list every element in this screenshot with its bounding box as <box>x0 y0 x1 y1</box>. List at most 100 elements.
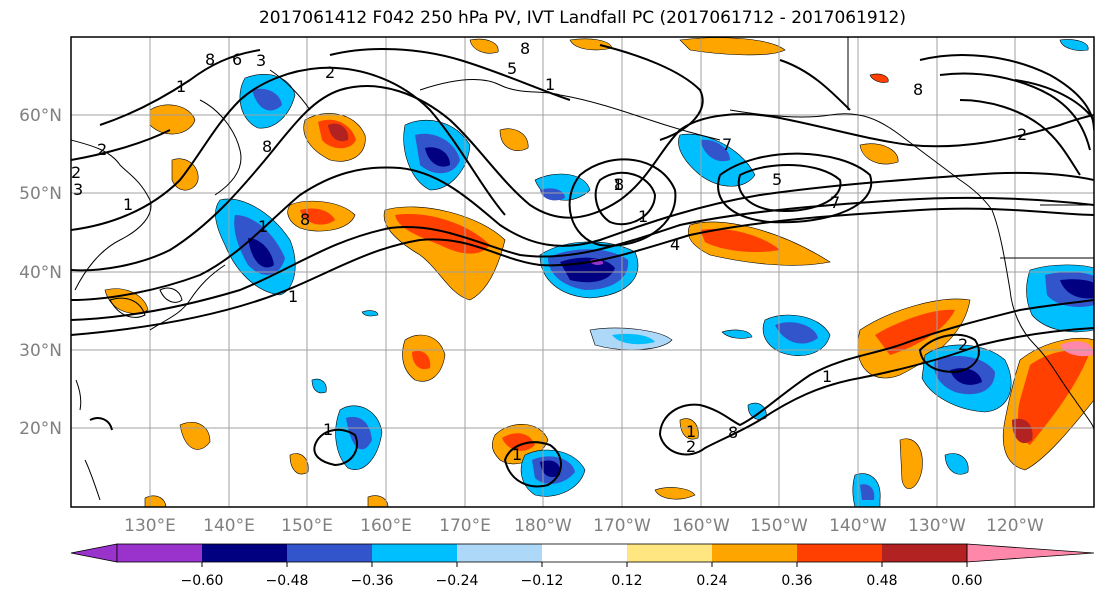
anomaly-neg <box>700 139 730 162</box>
colorbar-segment <box>542 544 627 562</box>
contour-label: 7 <box>722 135 732 154</box>
anomaly-neg <box>612 333 655 345</box>
contour-label: 5 <box>507 59 517 78</box>
anomaly-neg <box>721 329 753 339</box>
lon-label: 140°W <box>829 516 887 536</box>
anomaly-neg <box>1060 279 1094 299</box>
contour-label: 6 <box>232 50 242 69</box>
colorbar-segment <box>117 544 202 562</box>
map-area: 1 2 8 6 1 2 3 1 8 1 8 5 1 8 2 3 2 8 5 7 … <box>71 37 1094 507</box>
anomaly-neg <box>361 310 379 317</box>
colorbar-tick-label: 0.12 <box>611 573 642 589</box>
anomaly-pos <box>502 433 535 451</box>
colorbar-segment <box>882 544 967 562</box>
anomaly-pos <box>1012 418 1033 444</box>
colorbar-segment <box>797 544 882 562</box>
colorbar-tick-label: 0.60 <box>951 573 982 589</box>
anomaly-pos <box>328 123 349 142</box>
longitude-labels: 130°E 140°E 150°E 160°E 170°E 180°W 170°… <box>124 516 1044 536</box>
anomaly-pos <box>412 350 431 370</box>
latitude-labels: 20°N 30°N 40°N 50°N 60°N <box>19 106 62 439</box>
contour-label: 1 <box>123 195 133 214</box>
colorbar-segment <box>627 544 712 562</box>
anomaly-neg <box>425 147 450 167</box>
anomaly-pos <box>654 487 696 500</box>
lat-label: 20°N <box>19 419 62 439</box>
colorbar-tick-label: 0.24 <box>696 573 727 589</box>
anomaly-neg <box>775 322 818 344</box>
anomaly-pos <box>499 128 529 151</box>
colorbar-extend-low <box>70 543 118 563</box>
colorbar-segment <box>457 544 542 562</box>
lon-label: 180°W <box>514 516 572 536</box>
contour-label: 1 <box>545 75 555 94</box>
anomaly-neg <box>944 453 969 475</box>
colorbar-tick-label: −0.36 <box>351 573 394 589</box>
graticule <box>71 37 1094 507</box>
lon-label: 170°E <box>439 516 491 536</box>
contour-label: 2 <box>71 163 81 182</box>
colorbar-extend-high <box>966 543 1095 563</box>
anomaly-neg <box>540 460 561 478</box>
lon-label: 130°W <box>908 516 966 536</box>
contour-label: 1 <box>258 217 268 236</box>
pv-shading <box>104 37 1094 507</box>
lon-label: 160°W <box>672 516 730 536</box>
contour-label: 8 <box>520 39 530 58</box>
contour-label: 8 <box>913 80 923 99</box>
lon-label: 150°W <box>750 516 808 536</box>
anomaly-pos <box>859 143 899 165</box>
lat-label: 40°N <box>19 263 62 283</box>
contour-label: 8 <box>614 175 624 194</box>
contour-label: 1 <box>613 175 623 194</box>
anomaly-pos <box>149 104 196 135</box>
contour-label: 5 <box>772 170 782 189</box>
anomaly-pos <box>875 309 955 355</box>
anomaly-neg <box>747 402 767 420</box>
colorbar-segment <box>202 544 287 562</box>
anomaly-neg <box>252 88 282 111</box>
lon-label: 140°E <box>203 516 255 536</box>
anomaly-neg <box>346 416 372 450</box>
lat-label: 30°N <box>19 341 62 361</box>
contour-label: 1 <box>176 77 186 96</box>
contour-label: 7 <box>830 193 840 212</box>
anomaly-pos <box>179 422 211 450</box>
colorbar-segment <box>372 544 457 562</box>
contour-label: 1 <box>822 367 832 386</box>
colorbar-tick-label: 0.36 <box>781 573 812 589</box>
colorbar-tick-label: −0.24 <box>436 573 479 589</box>
anomaly-pos <box>679 418 699 440</box>
anomaly-neg <box>860 484 875 500</box>
contour-label: 2 <box>97 140 107 159</box>
colorbar-ticks <box>201 562 968 567</box>
colorbar-segment <box>287 544 372 562</box>
anomaly-neg <box>540 188 565 201</box>
contour-label: 8 <box>728 423 738 442</box>
contour-label: 1 <box>686 422 696 441</box>
contour-label: 8 <box>262 137 272 156</box>
colorbar-tick-label: 0.48 <box>866 573 897 589</box>
colorbar-tick-label: −0.60 <box>181 573 224 589</box>
anomaly-pos <box>700 228 780 253</box>
contour-label: 1 <box>512 445 522 464</box>
anomaly-neg <box>311 378 327 394</box>
colorbar-segment <box>712 544 797 562</box>
colorbar-tick-label: −0.48 <box>266 573 309 589</box>
anomaly-pos <box>469 38 499 54</box>
coastlines <box>71 37 1094 501</box>
lat-label: 50°N <box>19 184 62 204</box>
anomaly-pos <box>289 453 309 475</box>
lon-label: 120°W <box>986 516 1044 536</box>
anomaly-pos <box>1018 350 1090 445</box>
anomaly-neg <box>1059 39 1089 51</box>
anomaly-pos <box>367 495 389 507</box>
contour-labels: 1 2 8 6 1 2 3 1 8 1 8 5 1 8 2 3 2 8 5 7 … <box>71 39 1027 464</box>
contour-label: 2 <box>325 63 335 82</box>
lat-label: 60°N <box>19 106 62 126</box>
anomaly-pos <box>869 73 889 83</box>
anomaly-pos <box>1060 341 1094 357</box>
lon-label: 170°W <box>593 516 651 536</box>
contour-label: 1 <box>323 420 333 439</box>
